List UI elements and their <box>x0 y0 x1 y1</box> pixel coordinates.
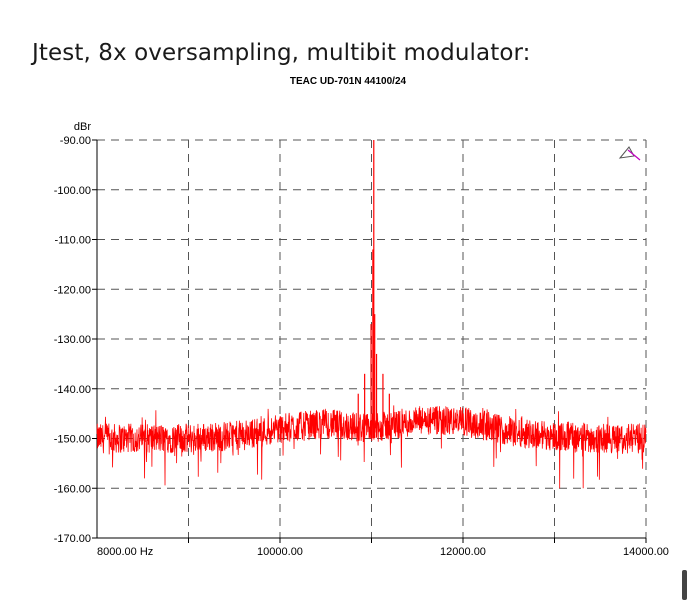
y-tick-label: -140.00 <box>54 384 91 396</box>
y-tick-label: -150.00 <box>54 434 91 446</box>
x-tick-label: 12000.00 <box>440 546 486 558</box>
plot-area <box>96 140 647 489</box>
y-tick-label: -120.00 <box>54 284 91 296</box>
y-tick-label: -130.00 <box>54 334 91 346</box>
y-axis-label: dBr <box>74 121 91 133</box>
page-heading: Jtest, 8x oversampling, multibit modulat… <box>32 40 531 66</box>
y-tick-label: -160.00 <box>54 483 91 495</box>
axes <box>92 139 647 543</box>
x-tick-label: 8000.00 Hz <box>97 546 153 558</box>
scrollbar-thumb[interactable] <box>682 570 687 600</box>
y-tick-label: -110.00 <box>55 235 92 247</box>
cursor-marker-icon <box>618 146 641 161</box>
y-tick-label: -90.00 <box>60 135 91 147</box>
x-tick-label: 14000.00 <box>623 546 669 558</box>
tick-labels: -90.00 -100.00 -110.00 -120.00 -130.00 -140.0… <box>54 135 669 558</box>
x-tick-label: 10000.00 <box>257 546 303 558</box>
chart-title: TEAC UD-701N 44100/24 <box>290 76 407 87</box>
y-tick-label: -100.00 <box>54 185 91 197</box>
y-tick-label: -170.00 <box>54 533 91 545</box>
